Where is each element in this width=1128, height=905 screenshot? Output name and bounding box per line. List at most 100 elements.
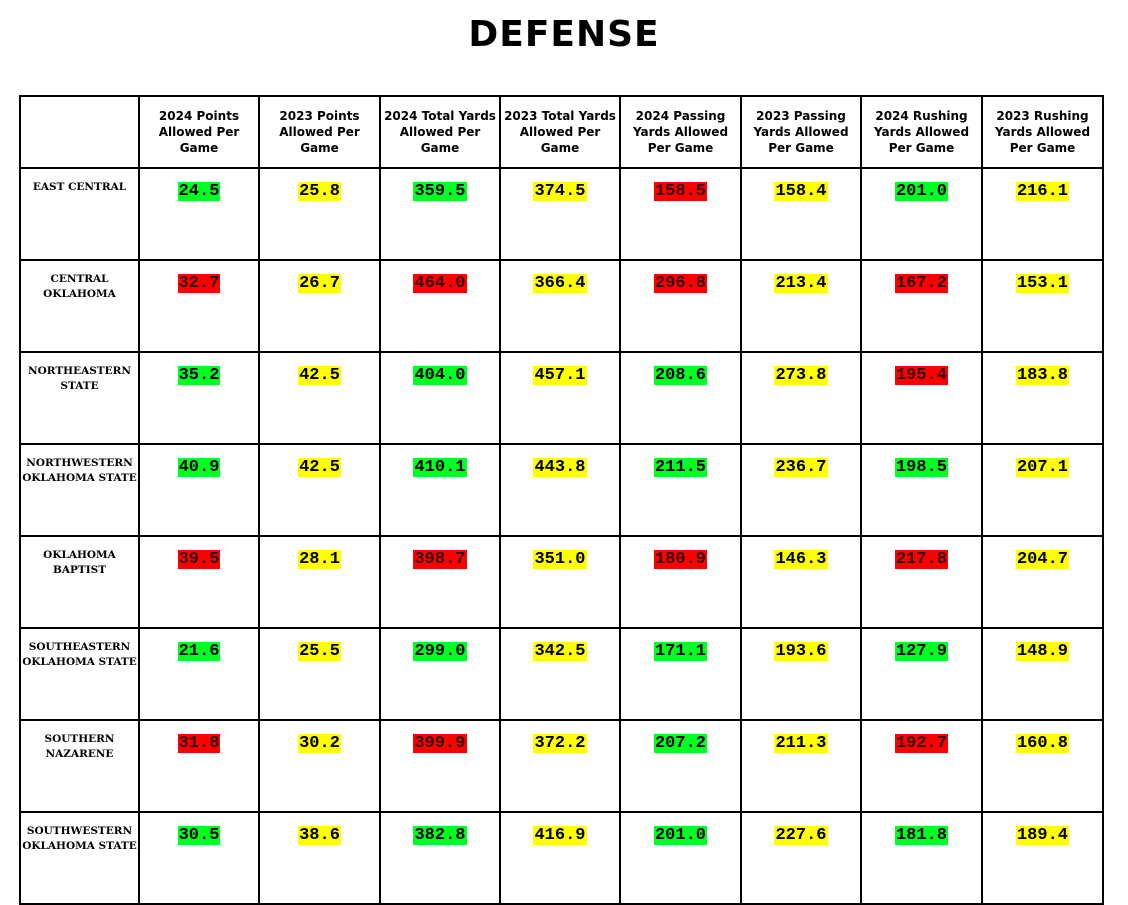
stat-value: 25.5 bbox=[298, 642, 341, 661]
stat-cell: 273.8 bbox=[740, 351, 862, 445]
stat-value: 180.9 bbox=[653, 550, 707, 569]
stat-value: 25.8 bbox=[298, 182, 341, 201]
team-name: SOUTHEASTERN OKLAHOMA STATE bbox=[19, 627, 140, 721]
stat-cell: 201.0 bbox=[860, 167, 983, 261]
stat-cell: 208.6 bbox=[619, 351, 742, 445]
stat-cell: 404.0 bbox=[379, 351, 501, 445]
stat-value: 183.8 bbox=[1015, 366, 1069, 385]
stat-value: 28.1 bbox=[298, 550, 341, 569]
stat-value: 201.0 bbox=[894, 182, 948, 201]
stat-cell: 416.9 bbox=[499, 811, 621, 905]
stat-cell: 464.0 bbox=[379, 259, 501, 353]
team-name: NORTHEASTERN STATE bbox=[19, 351, 140, 445]
stat-value: 299.0 bbox=[413, 642, 467, 661]
stat-cell: 30.2 bbox=[258, 719, 381, 813]
stat-value: 398.7 bbox=[413, 550, 467, 569]
stat-cell: 153.1 bbox=[981, 259, 1104, 353]
stat-value: 158.4 bbox=[774, 182, 828, 201]
stat-value: 42.5 bbox=[298, 366, 341, 385]
stat-cell: 26.7 bbox=[258, 259, 381, 353]
stat-value: 198.5 bbox=[894, 458, 948, 477]
stat-value: 30.5 bbox=[177, 826, 221, 845]
stat-value: 189.4 bbox=[1015, 826, 1069, 845]
stat-cell: 457.1 bbox=[499, 351, 621, 445]
stat-value: 351.0 bbox=[533, 550, 587, 569]
stat-cell: 296.8 bbox=[619, 259, 742, 353]
stat-cell: 399.9 bbox=[379, 719, 501, 813]
table-row: OKLAHOMA BAPTIST 39.5 28.1 398.7 351.0 180.9 1… bbox=[19, 535, 1104, 629]
stat-cell: 171.1 bbox=[619, 627, 742, 721]
stat-value: 366.4 bbox=[533, 274, 587, 293]
stat-cell: 213.4 bbox=[740, 259, 862, 353]
column-header: 2023 Points Allowed Per Game bbox=[258, 95, 381, 169]
stat-value: 167.2 bbox=[894, 274, 948, 293]
stat-cell: 195.4 bbox=[860, 351, 983, 445]
team-name: EAST CENTRAL bbox=[19, 167, 140, 261]
stat-value: 216.1 bbox=[1015, 182, 1069, 201]
stat-value: 359.5 bbox=[413, 182, 467, 201]
stat-cell: 211.5 bbox=[619, 443, 742, 537]
table-row: SOUTHEASTERN OKLAHOMA STATE 21.6 25.5 299.0… bbox=[19, 627, 1104, 721]
stat-cell: 359.5 bbox=[379, 167, 501, 261]
stat-cell: 148.9 bbox=[981, 627, 1104, 721]
stat-value: 372.2 bbox=[533, 734, 587, 753]
defense-table: 2024 Points Allowed Per Game 2023 Points… bbox=[19, 95, 1104, 905]
stat-cell: 342.5 bbox=[499, 627, 621, 721]
team-name: SOUTHWESTERN OKLAHOMA STATE bbox=[19, 811, 140, 905]
stat-cell: 192.7 bbox=[860, 719, 983, 813]
stat-cell: 204.7 bbox=[981, 535, 1104, 629]
stat-value: 21.6 bbox=[177, 642, 221, 661]
stat-value: 207.2 bbox=[653, 734, 707, 753]
team-name: NORTHWESTERN OKLAHOMA STATE bbox=[19, 443, 140, 537]
stat-value: 193.6 bbox=[774, 642, 828, 661]
stat-cell: 158.5 bbox=[619, 167, 742, 261]
stat-cell: 181.8 bbox=[860, 811, 983, 905]
stat-value: 464.0 bbox=[413, 274, 467, 293]
team-name: CENTRAL OKLAHOMA bbox=[19, 259, 140, 353]
stat-cell: 211.3 bbox=[740, 719, 862, 813]
column-header: 2024 Passing Yards Allowed Per Game bbox=[619, 95, 742, 169]
stat-value: 201.0 bbox=[653, 826, 707, 845]
stat-cell: 443.8 bbox=[499, 443, 621, 537]
stat-value: 35.2 bbox=[177, 366, 221, 385]
stat-cell: 39.5 bbox=[138, 535, 260, 629]
stat-cell: 410.1 bbox=[379, 443, 501, 537]
stat-cell: 216.1 bbox=[981, 167, 1104, 261]
stat-value: 208.6 bbox=[653, 366, 707, 385]
stat-cell: 183.8 bbox=[981, 351, 1104, 445]
column-header: 2024 Total Yards Allowed Per Game bbox=[379, 95, 501, 169]
stat-cell: 32.7 bbox=[138, 259, 260, 353]
table-row: NORTHWESTERN OKLAHOMA STATE 40.9 42.5 410.1… bbox=[19, 443, 1104, 537]
stat-cell: 42.5 bbox=[258, 443, 381, 537]
stat-value: 148.9 bbox=[1015, 642, 1069, 661]
stat-value: 374.5 bbox=[533, 182, 587, 201]
stat-value: 39.5 bbox=[177, 550, 221, 569]
stat-value: 207.1 bbox=[1015, 458, 1069, 477]
stat-value: 204.7 bbox=[1015, 550, 1069, 569]
column-header: 2024 Points Allowed Per Game bbox=[138, 95, 260, 169]
stat-value: 160.8 bbox=[1015, 734, 1069, 753]
stat-cell: 217.8 bbox=[860, 535, 983, 629]
stat-cell: 207.2 bbox=[619, 719, 742, 813]
stat-value: 195.4 bbox=[894, 366, 948, 385]
table-row: NORTHEASTERN STATE 35.2 42.5 404.0 457.1 208.… bbox=[19, 351, 1104, 445]
stat-cell: 180.9 bbox=[619, 535, 742, 629]
stat-cell: 189.4 bbox=[981, 811, 1104, 905]
stat-cell: 146.3 bbox=[740, 535, 862, 629]
stat-value: 211.3 bbox=[774, 734, 828, 753]
stat-value: 24.5 bbox=[177, 182, 221, 201]
column-header: 2023 Total Yards Allowed Per Game bbox=[499, 95, 621, 169]
stat-value: 296.8 bbox=[653, 274, 707, 293]
stat-cell: 167.2 bbox=[860, 259, 983, 353]
stat-cell: 198.5 bbox=[860, 443, 983, 537]
stat-value: 127.9 bbox=[894, 642, 948, 661]
stat-value: 211.5 bbox=[653, 458, 707, 477]
stat-value: 217.8 bbox=[894, 550, 948, 569]
stat-value: 457.1 bbox=[533, 366, 587, 385]
team-name: SOUTHERN NAZARENE bbox=[19, 719, 140, 813]
table-row: SOUTHWESTERN OKLAHOMA STATE 30.5 38.6 382.8… bbox=[19, 811, 1104, 905]
stat-cell: 42.5 bbox=[258, 351, 381, 445]
stat-cell: 25.8 bbox=[258, 167, 381, 261]
header-row: 2024 Points Allowed Per Game 2023 Points… bbox=[19, 95, 1104, 169]
stat-cell: 398.7 bbox=[379, 535, 501, 629]
